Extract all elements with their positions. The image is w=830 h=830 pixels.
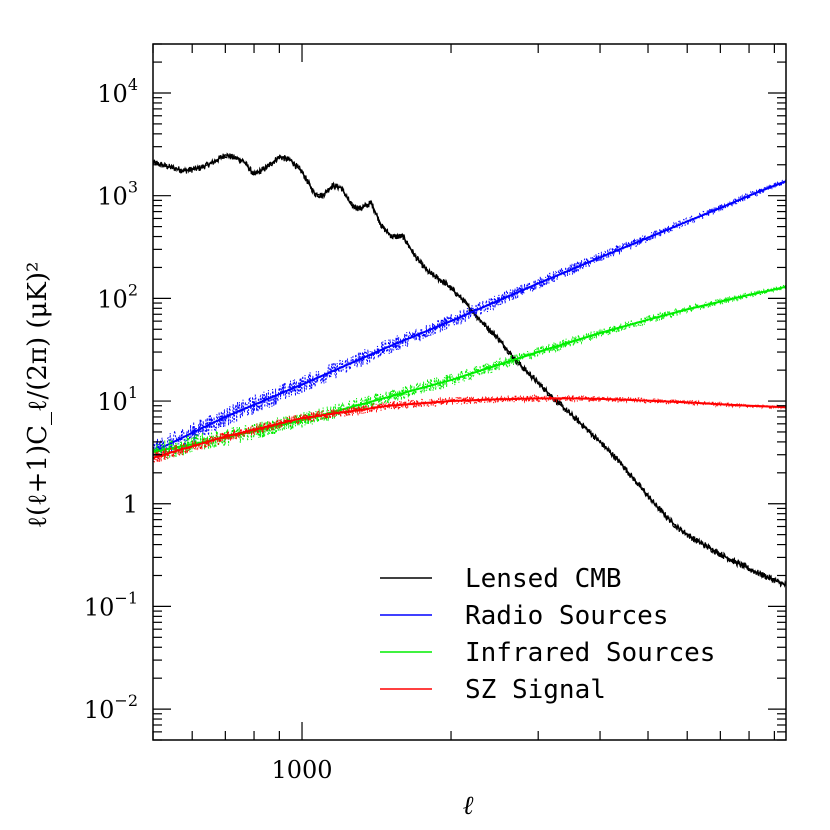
x-axis-label: ℓ [463,791,474,821]
legend-label: Radio Sources [465,601,669,631]
y-tick-label: 103 [97,178,138,211]
y-tick-exponent: 2 [128,280,138,299]
y-tick-label: 10−1 [84,588,138,621]
y-tick-exponent: 3 [128,178,138,197]
y-tick-exponent: −1 [114,588,138,607]
legend-item: SZ Signal [380,675,606,705]
legend: Lensed CMB Radio Sources Infrared Sources S… [380,564,715,705]
axis-frame [152,43,787,741]
series-layer [152,152,787,588]
legend-label: Lensed CMB [465,564,622,594]
legend-label: SZ Signal [465,675,606,705]
series-radio-sources [152,178,787,460]
series-mean-line [152,397,787,459]
series-noise-line [152,152,787,588]
y-tick-label: 1 [123,491,138,519]
series-mean-line [152,154,787,586]
legend-label: Infrared Sources [465,638,715,668]
y-tick-exponent: 1 [128,383,138,402]
y-tick-base: 1 [123,491,138,519]
y-tick-exponent: 4 [128,75,138,94]
y-tick-label: 10−2 [84,691,138,724]
y-tick-label: 104 [97,75,138,108]
legend-item: Radio Sources [380,601,669,631]
y-axis-label: ℓ(ℓ+1)C_ℓ/(2π) (μK)² [23,262,53,529]
series-mean-line [152,180,787,453]
x-tick-label: 1000 [271,756,332,784]
legend-item: Lensed CMB [380,564,622,594]
y-tick-base: 10 [84,593,115,621]
y-tick-base: 10 [84,696,115,724]
series-lensed-cmb [152,152,787,588]
legend-item: Infrared Sources [380,638,715,668]
y-tick-base: 10 [97,285,128,313]
y-tick-base: 10 [97,80,128,108]
series-noise-line [152,393,787,463]
y-tick-base: 10 [97,388,128,416]
y-tick-label: 101 [97,383,138,416]
series-sz-signal [152,393,787,463]
y-tick-base: 10 [97,183,128,211]
y-tick-label: 102 [97,280,138,313]
plot-frame [152,43,787,741]
y-tick-exponent: −2 [114,691,138,710]
